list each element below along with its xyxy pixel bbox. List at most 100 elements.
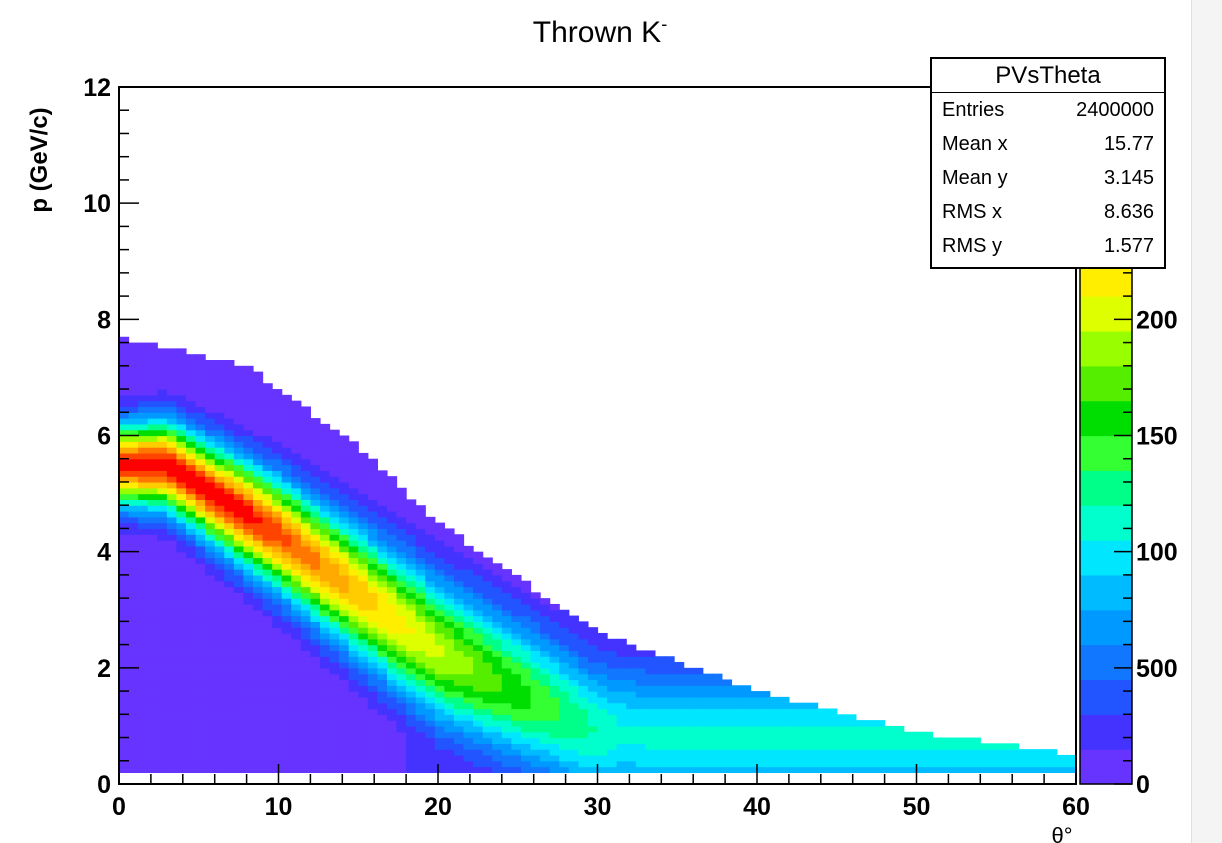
heatmap-cell: [291, 656, 302, 663]
heatmap-cell: [894, 743, 905, 750]
heatmap-cell: [128, 389, 139, 396]
heatmap-cell: [291, 429, 302, 437]
heatmap-cell: [224, 359, 235, 367]
heatmap-cell: [195, 499, 206, 506]
heatmap-cell: [166, 394, 178, 402]
heatmap-cell: [157, 638, 168, 646]
heatmap-cell: [721, 754, 733, 762]
heatmap-cell: [578, 731, 589, 739]
heatmap-cell: [166, 632, 178, 640]
heatmap-cell: [597, 662, 608, 669]
heatmap-cell: [195, 621, 206, 628]
heatmap-cell: [444, 673, 455, 681]
heatmap-cell: [205, 569, 216, 576]
heatmap-cell: [195, 627, 206, 634]
heatmap-cell: [463, 708, 474, 715]
heatmap-cell: [329, 534, 340, 541]
heatmap-cell: [166, 476, 178, 483]
heatmap-cell: [453, 720, 465, 727]
heatmap-cell: [674, 679, 685, 686]
heatmap-cell: [119, 615, 130, 622]
heatmap-cell: [415, 737, 426, 744]
heatmap-cell: [138, 760, 149, 768]
heatmap-cell: [128, 760, 139, 768]
heatmap-cell: [195, 743, 206, 750]
heatmap-cell: [300, 749, 311, 756]
heatmap-cell: [224, 696, 235, 704]
heatmap-cell: [166, 737, 178, 744]
heatmap-cell: [119, 441, 130, 448]
heatmap-cell: [396, 569, 407, 576]
heatmap-cell: [205, 644, 216, 652]
heatmap-cell: [520, 638, 532, 646]
heatmap-cell: [166, 673, 178, 681]
heatmap-cell: [147, 743, 158, 750]
heatmap-cell: [386, 702, 398, 710]
heatmap-cell: [444, 569, 455, 576]
heatmap-cell: [559, 638, 570, 646]
heatmap-cell: [664, 731, 675, 739]
heatmap-cell: [731, 720, 742, 727]
heatmap-cell: [712, 679, 723, 686]
heatmap-cell: [406, 656, 417, 663]
heatmap-cell: [597, 743, 608, 750]
heatmap-cell: [176, 383, 187, 390]
heatmap-cell: [434, 662, 445, 669]
heatmap-cell: [147, 574, 158, 582]
heatmap-cell: [272, 749, 283, 756]
heatmap-cell: [166, 662, 178, 669]
heatmap-cell: [262, 731, 273, 739]
heatmap-cell: [339, 632, 350, 640]
heatmap-cell: [492, 737, 503, 744]
stats-value: 8.636: [1103, 201, 1154, 223]
heatmap-cell: [119, 743, 130, 750]
heatmap-cell: [578, 632, 589, 640]
heatmap-cell: [549, 632, 560, 640]
heatmap-cell: [645, 731, 656, 739]
heatmap-cell: [310, 458, 321, 466]
heatmap-cell: [166, 458, 178, 466]
heatmap-cell: [205, 743, 216, 750]
heatmap-cell: [473, 615, 484, 622]
heatmap-cell: [769, 749, 780, 756]
heatmap-cell: [138, 429, 149, 437]
heatmap-cell: [128, 359, 139, 367]
heatmap-cell: [396, 766, 407, 773]
heatmap-cell: [272, 679, 283, 686]
heatmap-cell: [291, 435, 302, 442]
heatmap-cell: [922, 766, 934, 773]
heatmap-cell: [243, 534, 254, 541]
heatmap-cell: [214, 673, 225, 681]
heatmap-cell: [157, 418, 168, 425]
heatmap-cell: [501, 673, 512, 681]
heatmap-cell: [587, 632, 599, 640]
heatmap-cell: [176, 714, 187, 721]
heatmap-cell: [549, 754, 560, 762]
heatmap-cell: [205, 534, 216, 541]
heatmap-cell: [721, 731, 733, 739]
heatmap-cell: [501, 749, 512, 756]
heatmap-cell: [243, 551, 254, 559]
heatmap-cell: [157, 435, 168, 442]
heatmap-cell: [205, 708, 216, 715]
heatmap-cell: [999, 743, 1010, 750]
heatmap-cell: [195, 511, 206, 518]
heatmap-cell: [138, 499, 149, 506]
heatmap-cell: [788, 743, 800, 750]
heatmap-cell: [693, 720, 704, 727]
heatmap-cell: [827, 720, 838, 727]
heatmap-cell: [884, 760, 895, 768]
heatmap-cell: [970, 737, 981, 744]
heatmap-cell: [501, 569, 512, 576]
heatmap-cell: [205, 389, 216, 396]
heatmap-cell: [185, 563, 197, 570]
heatmap-cell: [205, 487, 216, 495]
heatmap-cell: [252, 412, 264, 419]
heatmap-cell: [501, 731, 512, 739]
heatmap-cell: [262, 673, 273, 681]
heatmap-cell: [348, 691, 359, 698]
heatmap-cell: [415, 691, 426, 698]
heatmap-cell: [262, 557, 273, 564]
heatmap-cell: [300, 743, 311, 750]
heatmap-cell: [166, 447, 178, 454]
